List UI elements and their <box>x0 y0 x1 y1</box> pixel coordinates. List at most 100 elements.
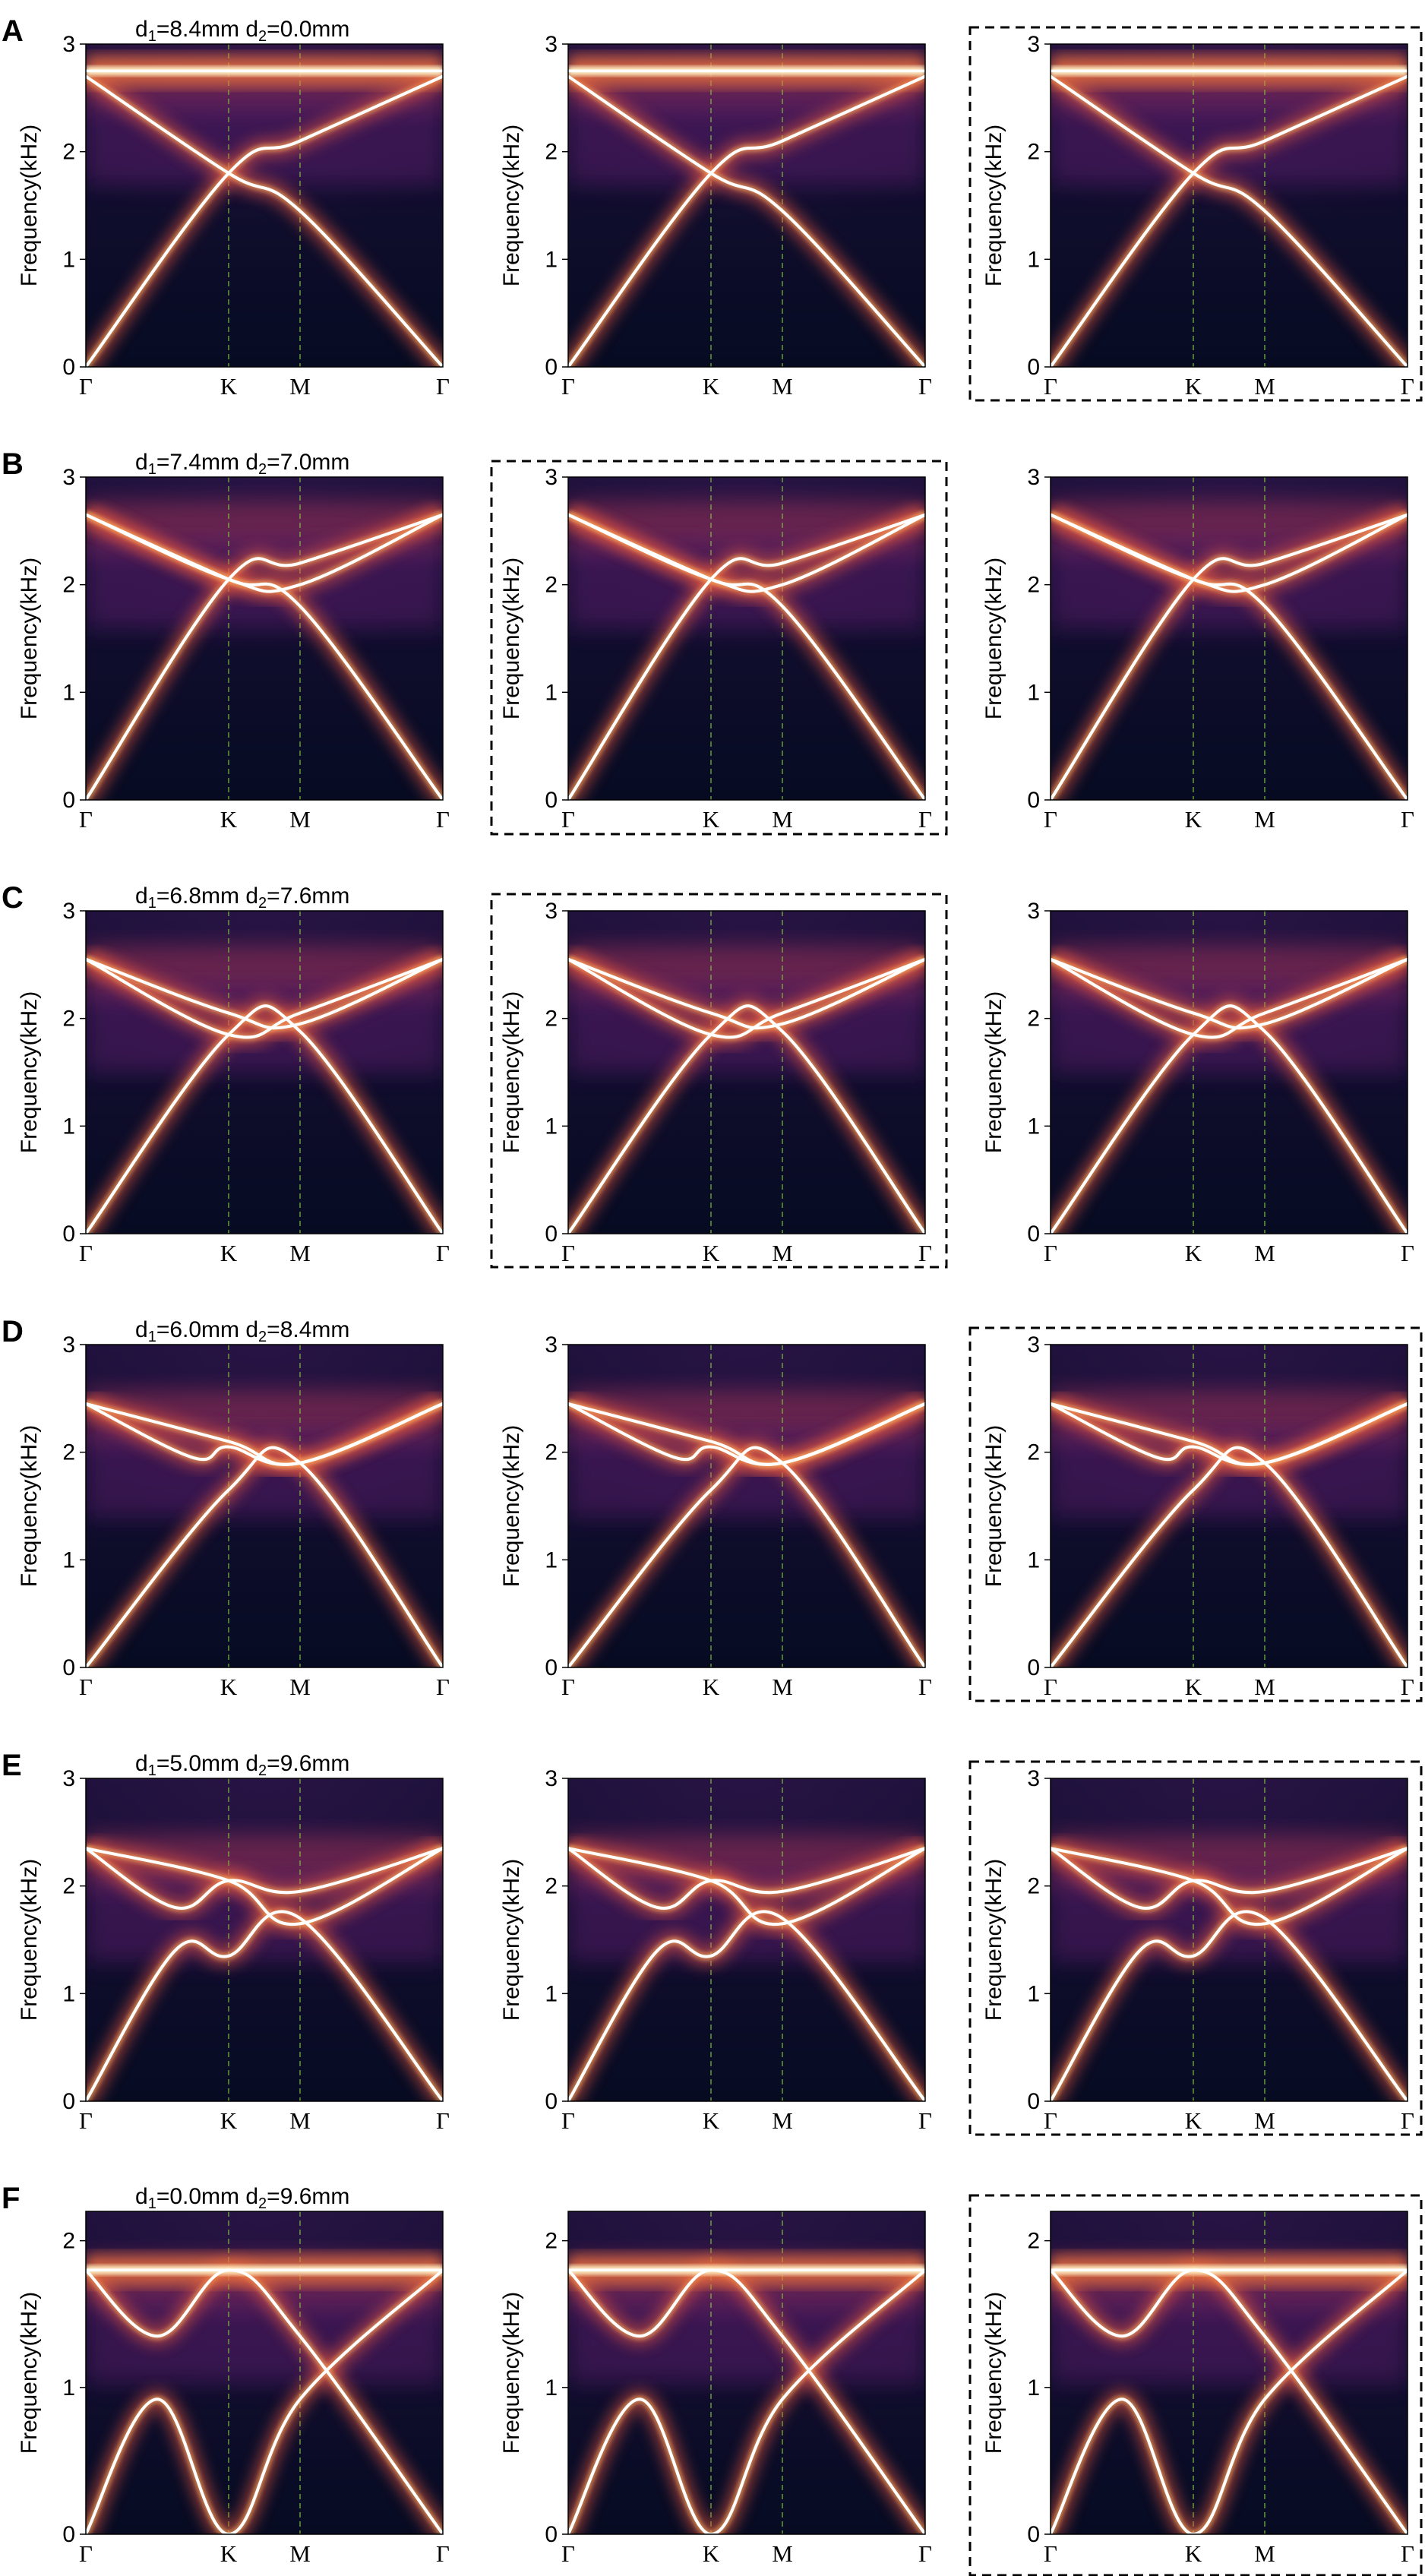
heatmap-area <box>86 44 443 367</box>
axes-frame <box>1050 43 1408 368</box>
panel-title: d1=7.4mm d2=7.0mm <box>135 450 349 478</box>
ytick-label: 2 <box>1027 1874 1040 1899</box>
ytick-label: 2 <box>1027 140 1040 165</box>
ytick-label: 1 <box>1027 1114 1040 1139</box>
xtick-label: Γ <box>79 1674 93 1700</box>
row-label: E <box>2 1749 22 1782</box>
band-panel: 0 1 2 Frequency(kHz) Γ K M Γd1=0.0mm d2=9.6mm <box>17 2184 450 2567</box>
ylabel: Frequency(kHz) <box>981 125 1006 286</box>
band-curve <box>568 1004 925 1234</box>
ytick-label: 1 <box>62 2375 75 2401</box>
axes-frame <box>567 1778 926 2102</box>
ytick-label: 2 <box>545 2229 558 2254</box>
ylabel: Frequency(kHz) <box>17 991 42 1153</box>
ylabel: Frequency(kHz) <box>981 991 1006 1153</box>
ylabel: Frequency(kHz) <box>499 991 524 1153</box>
band-curve <box>1051 513 1408 800</box>
heatmap-area <box>568 1778 925 2101</box>
axes-frame <box>567 43 926 368</box>
axes-frame <box>85 476 444 801</box>
xtick-label: Γ <box>918 2540 932 2567</box>
axes-frame <box>567 1344 926 1668</box>
axes-frame <box>567 2211 926 2535</box>
band-curve <box>86 1446 443 1667</box>
ytick-label: 1 <box>62 247 75 272</box>
ytick-label: 2 <box>62 1874 75 1899</box>
xtick-label: M <box>1254 806 1275 833</box>
band-curve <box>1051 1910 1408 2101</box>
axes-frame <box>1050 910 1408 1234</box>
axes-frame <box>1050 476 1408 801</box>
xtick-label: K <box>220 1240 238 1266</box>
ytick-label: 1 <box>1027 680 1040 705</box>
xtick-label: Γ <box>1044 806 1057 833</box>
ytick-label: 1 <box>62 1547 75 1572</box>
ytick-label: 0 <box>545 2089 558 2114</box>
xtick-label: M <box>1254 2107 1275 2134</box>
band-curve <box>86 1402 443 1466</box>
ylabel: Frequency(kHz) <box>499 125 524 286</box>
xtick-label: Γ <box>918 373 932 400</box>
ytick-label: 0 <box>545 355 558 380</box>
heatmap-area <box>86 477 443 800</box>
xtick-label: Γ <box>1044 2540 1057 2567</box>
ytick-label: 3 <box>62 1332 75 1358</box>
ytick-label: 2 <box>1027 1440 1040 1465</box>
band-curve <box>1051 957 1408 1030</box>
xtick-label: Γ <box>436 373 450 400</box>
heatmap-area <box>568 44 925 367</box>
figure-row-E: E 0 1 2 3 Frequency(kHz) Γ K M Γd1=5.0mm d2=9.6mm… <box>2 1749 1423 2136</box>
figure-row-C: C 0 1 2 3 Frequency(kHz) Γ K M Γd1=6.8mm d2=7.6mm… <box>2 881 1414 1269</box>
axes-frame <box>1050 1778 1408 2102</box>
highlight-frame <box>968 2194 1423 2576</box>
band-curve <box>1051 1847 1408 1926</box>
band-panel: 0 1 2 3 Frequency(kHz) Γ K M Γd1=6.0mm d2=8.4mm <box>17 1317 450 1700</box>
axes-frame <box>85 43 444 368</box>
ytick-label: 2 <box>62 1440 75 1465</box>
ytick-label: 2 <box>1027 1007 1040 1032</box>
ytick-label: 1 <box>1027 247 1040 272</box>
xtick-label: Γ <box>1401 1240 1414 1266</box>
xtick-label: Γ <box>918 2107 932 2134</box>
heatmap-area <box>1051 911 1408 1234</box>
ytick-label: 0 <box>1027 2522 1040 2547</box>
band-curve <box>86 957 443 1039</box>
xtick-label: Γ <box>79 2540 93 2567</box>
ytick-label: 1 <box>62 1981 75 2006</box>
xtick-label: M <box>289 1674 311 1700</box>
band-panel: 0 1 2 3 Frequency(kHz) Γ K M Γd1=6.8mm d2=7.6mm <box>17 883 450 1266</box>
xtick-label: Γ <box>1044 373 1057 400</box>
ylabel: Frequency(kHz) <box>981 1425 1006 1587</box>
ytick-label: 2 <box>1027 573 1040 598</box>
ytick-label: 3 <box>62 465 75 490</box>
band-curve <box>86 513 443 800</box>
band-panel: 0 1 2 3 Frequency(kHz) Γ K M Γ <box>499 899 932 1266</box>
xtick-label: K <box>1185 806 1202 833</box>
band-panel: 0 1 2 3 Frequency(kHz) Γ K M Γ <box>981 32 1414 400</box>
xtick-label: Γ <box>436 2107 450 2134</box>
xtick-label: M <box>772 1674 793 1700</box>
ytick-label: 0 <box>62 1655 75 1680</box>
xtick-label: M <box>1254 1240 1275 1266</box>
band-curve <box>568 957 925 1039</box>
xtick-label: K <box>703 1674 720 1700</box>
panel-title: d1=8.4mm d2=0.0mm <box>135 17 349 45</box>
ytick-label: 0 <box>1027 1655 1040 1680</box>
band-panel: 0 1 2 3 Frequency(kHz) Γ K M Γ <box>981 1766 1414 2134</box>
xtick-label: K <box>703 1240 720 1266</box>
xtick-label: Γ <box>561 2107 575 2134</box>
ytick-label: 3 <box>1027 899 1040 924</box>
xtick-label: M <box>1254 373 1275 400</box>
band-curve <box>1051 74 1408 367</box>
xtick-label: K <box>220 2540 238 2567</box>
ytick-label: 3 <box>62 899 75 924</box>
ytick-label: 0 <box>545 2522 558 2547</box>
heatmap-area <box>86 1778 443 2101</box>
xtick-label: K <box>220 373 238 400</box>
ylabel: Frequency(kHz) <box>499 558 524 719</box>
ytick-label: 2 <box>62 140 75 165</box>
axes-frame <box>85 1344 444 1668</box>
panel-title: d1=0.0mm d2=9.6mm <box>135 2184 349 2212</box>
ytick-label: 0 <box>545 1655 558 1680</box>
